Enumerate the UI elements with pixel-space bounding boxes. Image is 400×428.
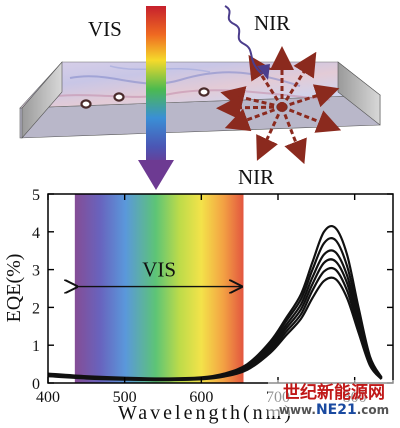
watermark-title: 世纪新能源网 bbox=[283, 382, 385, 403]
eqe-series-6 bbox=[48, 276, 383, 382]
nanoparticles bbox=[80, 87, 288, 112]
y-axis-label: EQE(%) bbox=[3, 254, 25, 323]
nir-input-arrowhead bbox=[257, 64, 270, 80]
nir-emission-arrows bbox=[216, 46, 342, 165]
y-tick-label: 2 bbox=[32, 300, 40, 317]
left-reflector bbox=[21, 61, 63, 139]
x-tick-label: 400 bbox=[36, 389, 60, 406]
y-tick-label: 4 bbox=[32, 225, 40, 242]
y-tick-label: 3 bbox=[32, 263, 40, 280]
y-tick-label: 5 bbox=[32, 187, 40, 204]
vis-spectrum-band bbox=[74, 194, 244, 383]
plot-frame bbox=[47, 193, 394, 384]
vis-band-label: VIS bbox=[142, 258, 176, 282]
vis-light-beam bbox=[138, 6, 174, 190]
nir-wavy-icon bbox=[224, 5, 263, 75]
ne21-watermark: 世纪新能源网 www.NE21.com bbox=[268, 380, 398, 418]
nir-label-bottom: NIR bbox=[238, 165, 274, 189]
x-tick-label: 500 bbox=[113, 389, 137, 406]
concentrator-illustration: VIS NIR NIR bbox=[19, 5, 381, 190]
x-axis-label: Wavelength(nm) bbox=[118, 402, 294, 424]
slab bbox=[19, 61, 381, 139]
x-tick-label: 600 bbox=[189, 389, 213, 406]
vis-label: VIS bbox=[88, 17, 122, 41]
y-tick-label: 0 bbox=[32, 376, 40, 393]
y-tick-label: 1 bbox=[32, 338, 40, 355]
nir-label-top: NIR bbox=[254, 11, 290, 35]
eqe-curves bbox=[48, 224, 383, 382]
y-axis-ticks: 0 1 2 3 4 5 bbox=[32, 187, 393, 393]
right-reflector bbox=[337, 61, 381, 126]
watermark-url: www.NE21.com bbox=[279, 402, 389, 418]
